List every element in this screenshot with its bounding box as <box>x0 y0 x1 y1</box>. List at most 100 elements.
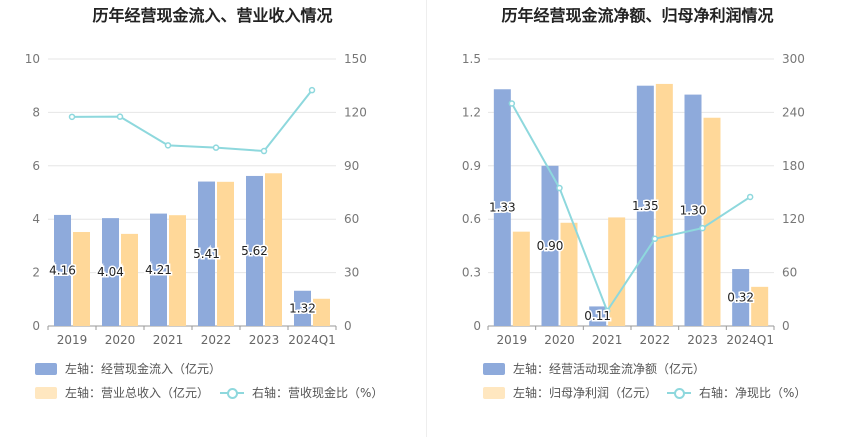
legend-swatch-bar-blue <box>35 362 57 375</box>
ratio-line-point <box>164 142 172 149</box>
bar-orange <box>512 231 530 326</box>
x-axis-tick-label: 2019 <box>497 333 528 347</box>
bar-orange <box>265 173 282 326</box>
legend-item-series-2[interactable]: 左轴：归母净利润（亿元） <box>483 384 657 401</box>
right-axis-tick-label: 60 <box>782 266 797 280</box>
right-axis-tick-label: 60 <box>344 212 359 226</box>
left-axis-tick-label: 8 <box>32 105 40 119</box>
legend-label: 右轴：营收现金比（%） <box>252 386 384 400</box>
left-axis-tick-label: 0 <box>32 319 40 333</box>
chart-title: 历年经营现金流入、营业收入情况 <box>92 6 333 25</box>
ratio-line-point <box>746 193 754 201</box>
bar-data-label: 0.32 <box>727 291 754 305</box>
bar-data-label: 5.62 <box>241 244 268 258</box>
x-axis-tick-label: 2021 <box>592 333 623 347</box>
bar-data-label: 4.04 <box>97 265 124 279</box>
chart-panel-netcash-profit: 历年经营现金流净额、归母净利润情况 0 0.3 0.6 0.9 1.2 1.5 0 60 120… <box>425 0 850 437</box>
x-axis-tick-label: 2020 <box>544 333 575 347</box>
legend-label: 右轴：净现比（%） <box>699 386 807 400</box>
bar-orange <box>313 298 330 326</box>
bar-blue <box>493 89 511 326</box>
bar-blue <box>732 269 750 326</box>
bar-blue <box>636 85 654 326</box>
left-axis-tick-label: 1.5 <box>462 52 481 66</box>
bar-data-label: 0.90 <box>537 239 564 253</box>
right-axis-tick-label: 120 <box>782 212 805 226</box>
legend-swatch-bar-orange <box>483 386 505 399</box>
ratio-line-point <box>603 307 611 315</box>
legend-swatch-bar-blue <box>483 362 505 375</box>
x-axis-tick-label: 2024Q1 <box>288 333 336 347</box>
right-axis-tick-label: 240 <box>782 105 805 119</box>
x-axis-tick-label: 2021 <box>153 333 184 347</box>
bar-data-label: 1.33 <box>489 201 516 215</box>
x-axis-tick-label: 2022 <box>201 333 232 347</box>
left-axis-tick-label: 10 <box>25 52 40 66</box>
bar-data-label: 4.16 <box>49 263 76 277</box>
bar-orange <box>560 222 578 326</box>
bar-data-label: 5.41 <box>193 247 220 261</box>
x-axis-tick-label: 2022 <box>640 333 671 347</box>
legend-label: 左轴：归母净利润（亿元） <box>513 386 658 400</box>
bar-blue <box>198 181 215 326</box>
ratio-line <box>71 89 313 153</box>
ratio-line-point <box>651 235 659 243</box>
right-axis-tick-label: 90 <box>344 159 359 173</box>
ratio-line-point <box>699 224 706 232</box>
left-axis-tick-label: 0.6 <box>462 212 481 226</box>
ratio-line-point <box>556 184 563 192</box>
x-axis-tick-label: 2023 <box>249 333 280 347</box>
legend-label: 左轴：营业总收入（亿元） <box>65 386 210 400</box>
bar-data-label: 4.21 <box>145 263 172 277</box>
bar-orange <box>121 233 138 326</box>
bar-blue <box>54 214 71 326</box>
chart-netcash-profit: 0 0.3 0.6 0.9 1.2 1.5 0 60 120 180 240 300 2019 2020 2… <box>462 52 805 347</box>
bar-orange <box>217 181 234 326</box>
x-axis-tick-label: 2019 <box>57 333 88 347</box>
legend-item-series-1[interactable]: 左轴：经营活动现金流净额（亿元） <box>483 360 705 377</box>
legend-label: 左轴：经营活动现金流净额（亿元） <box>513 362 706 376</box>
bar-blue <box>246 175 263 326</box>
legend-item-series-3[interactable]: 右轴：营收现金比（%） <box>220 384 383 401</box>
legend-item-series-3[interactable]: 右轴：净现比（%） <box>667 384 806 401</box>
legend-swatch-line <box>220 387 244 399</box>
bar-blue <box>684 94 702 326</box>
chart-title: 历年经营现金流净额、归母净利润情况 <box>501 6 774 25</box>
legend-swatch-bar-orange <box>35 386 57 399</box>
right-axis-tick-label: 180 <box>782 159 805 173</box>
left-axis-tick-label: 4 <box>32 212 40 226</box>
x-axis-tick-label: 2023 <box>687 333 718 347</box>
x-axis-tick-label: 2020 <box>105 333 136 347</box>
chart-cashflow-revenue: 0 2 4 6 8 10 0 30 60 90 120 150 2019 2020 2021 2022 2023… <box>25 52 367 347</box>
left-axis-tick-label: 0 <box>473 319 481 333</box>
ratio-line-point <box>116 113 124 120</box>
legend-item-series-1[interactable]: 左轴：经营现金流入（亿元） <box>35 360 221 377</box>
legend-swatch-line <box>667 387 691 399</box>
bar-blue <box>102 218 119 326</box>
bar-data-label: 1.35 <box>632 199 659 213</box>
ratio-line-point <box>308 86 316 94</box>
chart-panel-cashflow-revenue: 历年经营现金流入、营业收入情况 0 2 4 6 8 10 0 30 60 90 120 150 2019… <box>25 6 384 401</box>
left-axis-tick-label: 0.3 <box>462 266 481 280</box>
left-axis-tick-label: 6 <box>32 159 40 173</box>
bar-orange <box>751 286 769 326</box>
bar-data-label: 1.32 <box>289 301 316 315</box>
bar-blue <box>294 290 311 326</box>
left-axis-tick-label: 1.2 <box>462 105 481 119</box>
legend-label: 左轴：经营现金流入（亿元） <box>65 362 222 376</box>
left-axis-tick-label: 0.9 <box>462 159 481 173</box>
right-axis-tick-label: 0 <box>782 319 790 333</box>
bar-blue <box>150 213 167 326</box>
legend-item-series-2[interactable]: 左轴：营业总收入（亿元） <box>35 384 209 401</box>
left-axis-tick-label: 2 <box>32 266 40 280</box>
bar-blue <box>589 306 607 326</box>
right-axis-tick-label: 30 <box>344 266 359 280</box>
bar-blue <box>541 165 559 326</box>
bar-orange <box>73 232 90 326</box>
bar-data-label: 0.11 <box>584 309 611 323</box>
x-axis-tick-label: 2024Q1 <box>726 333 774 347</box>
bar-orange <box>608 217 626 326</box>
bar-orange <box>655 83 673 326</box>
right-axis-tick-label: 120 <box>344 105 367 119</box>
ratio-line-point <box>212 144 220 151</box>
